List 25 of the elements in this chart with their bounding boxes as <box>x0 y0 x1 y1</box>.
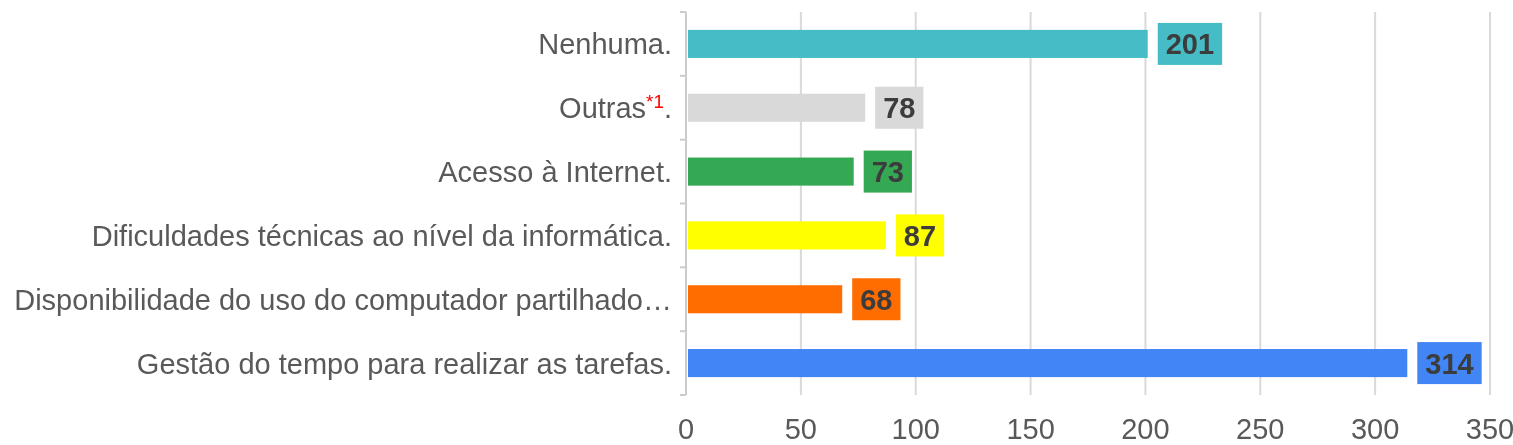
data-label: 201 <box>1165 28 1215 61</box>
x-tick-label: 100 <box>891 413 940 445</box>
y-tick-label: Acesso à Internet. <box>438 156 672 189</box>
x-tick-label: 300 <box>1350 413 1400 445</box>
y-tick-label: Dificuldades técnicas ao nível da informática. <box>91 219 672 252</box>
data-label: 87 <box>903 219 937 252</box>
bar <box>688 157 854 186</box>
x-tick-label: 350 <box>1465 413 1513 445</box>
data-label: 314 <box>1425 347 1474 380</box>
x-tick-label: 0 <box>677 413 695 445</box>
data-label: 78 <box>883 92 916 125</box>
bar <box>688 29 1148 58</box>
data-label: 68 <box>860 283 893 316</box>
y-tick-label: Gestão do tempo para realizar as tarefas. <box>136 347 672 380</box>
y-tick-label: Outras$^{*1}$. <box>559 90 672 125</box>
bar <box>688 349 1408 378</box>
data-label: 73 <box>871 156 904 189</box>
x-tick-label: 50 <box>784 413 817 445</box>
bar <box>688 285 843 314</box>
y-tick-label: Nenhuma. <box>538 28 672 61</box>
x-tick-label: 250 <box>1236 413 1285 445</box>
bar <box>688 221 886 250</box>
y-tick-label: Disponibilidade do uso do computador partilhado… <box>14 283 672 316</box>
x-tick-label: 150 <box>1006 413 1055 445</box>
x-tick-label: 200 <box>1121 413 1170 445</box>
